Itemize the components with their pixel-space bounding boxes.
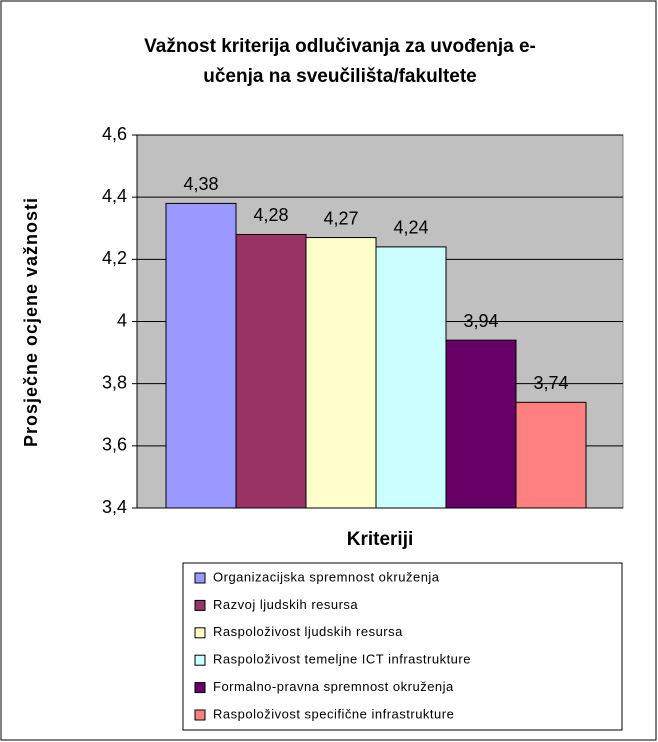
bar [165,202,237,509]
chart-title: učenja na sveučilišta/fakultete [203,66,477,87]
legend-marker [194,654,206,666]
legend-label: Raspoloživost ljudskih resursa [213,624,403,639]
legend-box [182,562,623,731]
y-tick-label: 3,6 [102,435,127,455]
data-label: 4,38 [183,174,218,194]
bar [445,339,517,509]
x-axis-title: Kriteriji [347,529,414,550]
data-label: 3,94 [463,311,498,331]
y-tick-label: 4,6 [102,124,127,144]
bar [375,246,447,509]
y-tick-label: 4,2 [102,248,127,268]
bar [515,401,587,509]
y-tick-label: 3,4 [102,497,127,517]
y-tick-label: 4,4 [102,186,127,206]
data-label: 3,74 [533,373,568,393]
legend-marker [194,572,206,584]
data-label: 4,28 [253,205,288,225]
bar [235,233,307,509]
data-label: 4,24 [393,218,428,238]
y-tick-label: 3,8 [102,372,127,392]
legend-marker [194,627,206,639]
bar [305,237,377,509]
legend-marker [194,599,206,611]
legend-label: Formalno-pravna spremnost okruženja [213,679,454,694]
chart-title: Važnost kriterija odlučivanja za uvođenj… [144,36,536,57]
legend-label: Organizacijska spremnost okruženja [213,569,440,584]
legend-label: Raspoloživost specifične infrastrukture [213,706,454,721]
legend-label: Raspoloživost temeljne ICT infrastruktur… [213,652,471,667]
y-axis-title: Prosječne ocjene važnosti [21,197,41,447]
legend-label: Razvoj ljudskih resursa [213,597,358,612]
data-label: 4,27 [323,208,358,228]
legend-marker [194,709,206,721]
y-tick-label: 4 [117,310,127,330]
legend-marker [194,682,206,694]
